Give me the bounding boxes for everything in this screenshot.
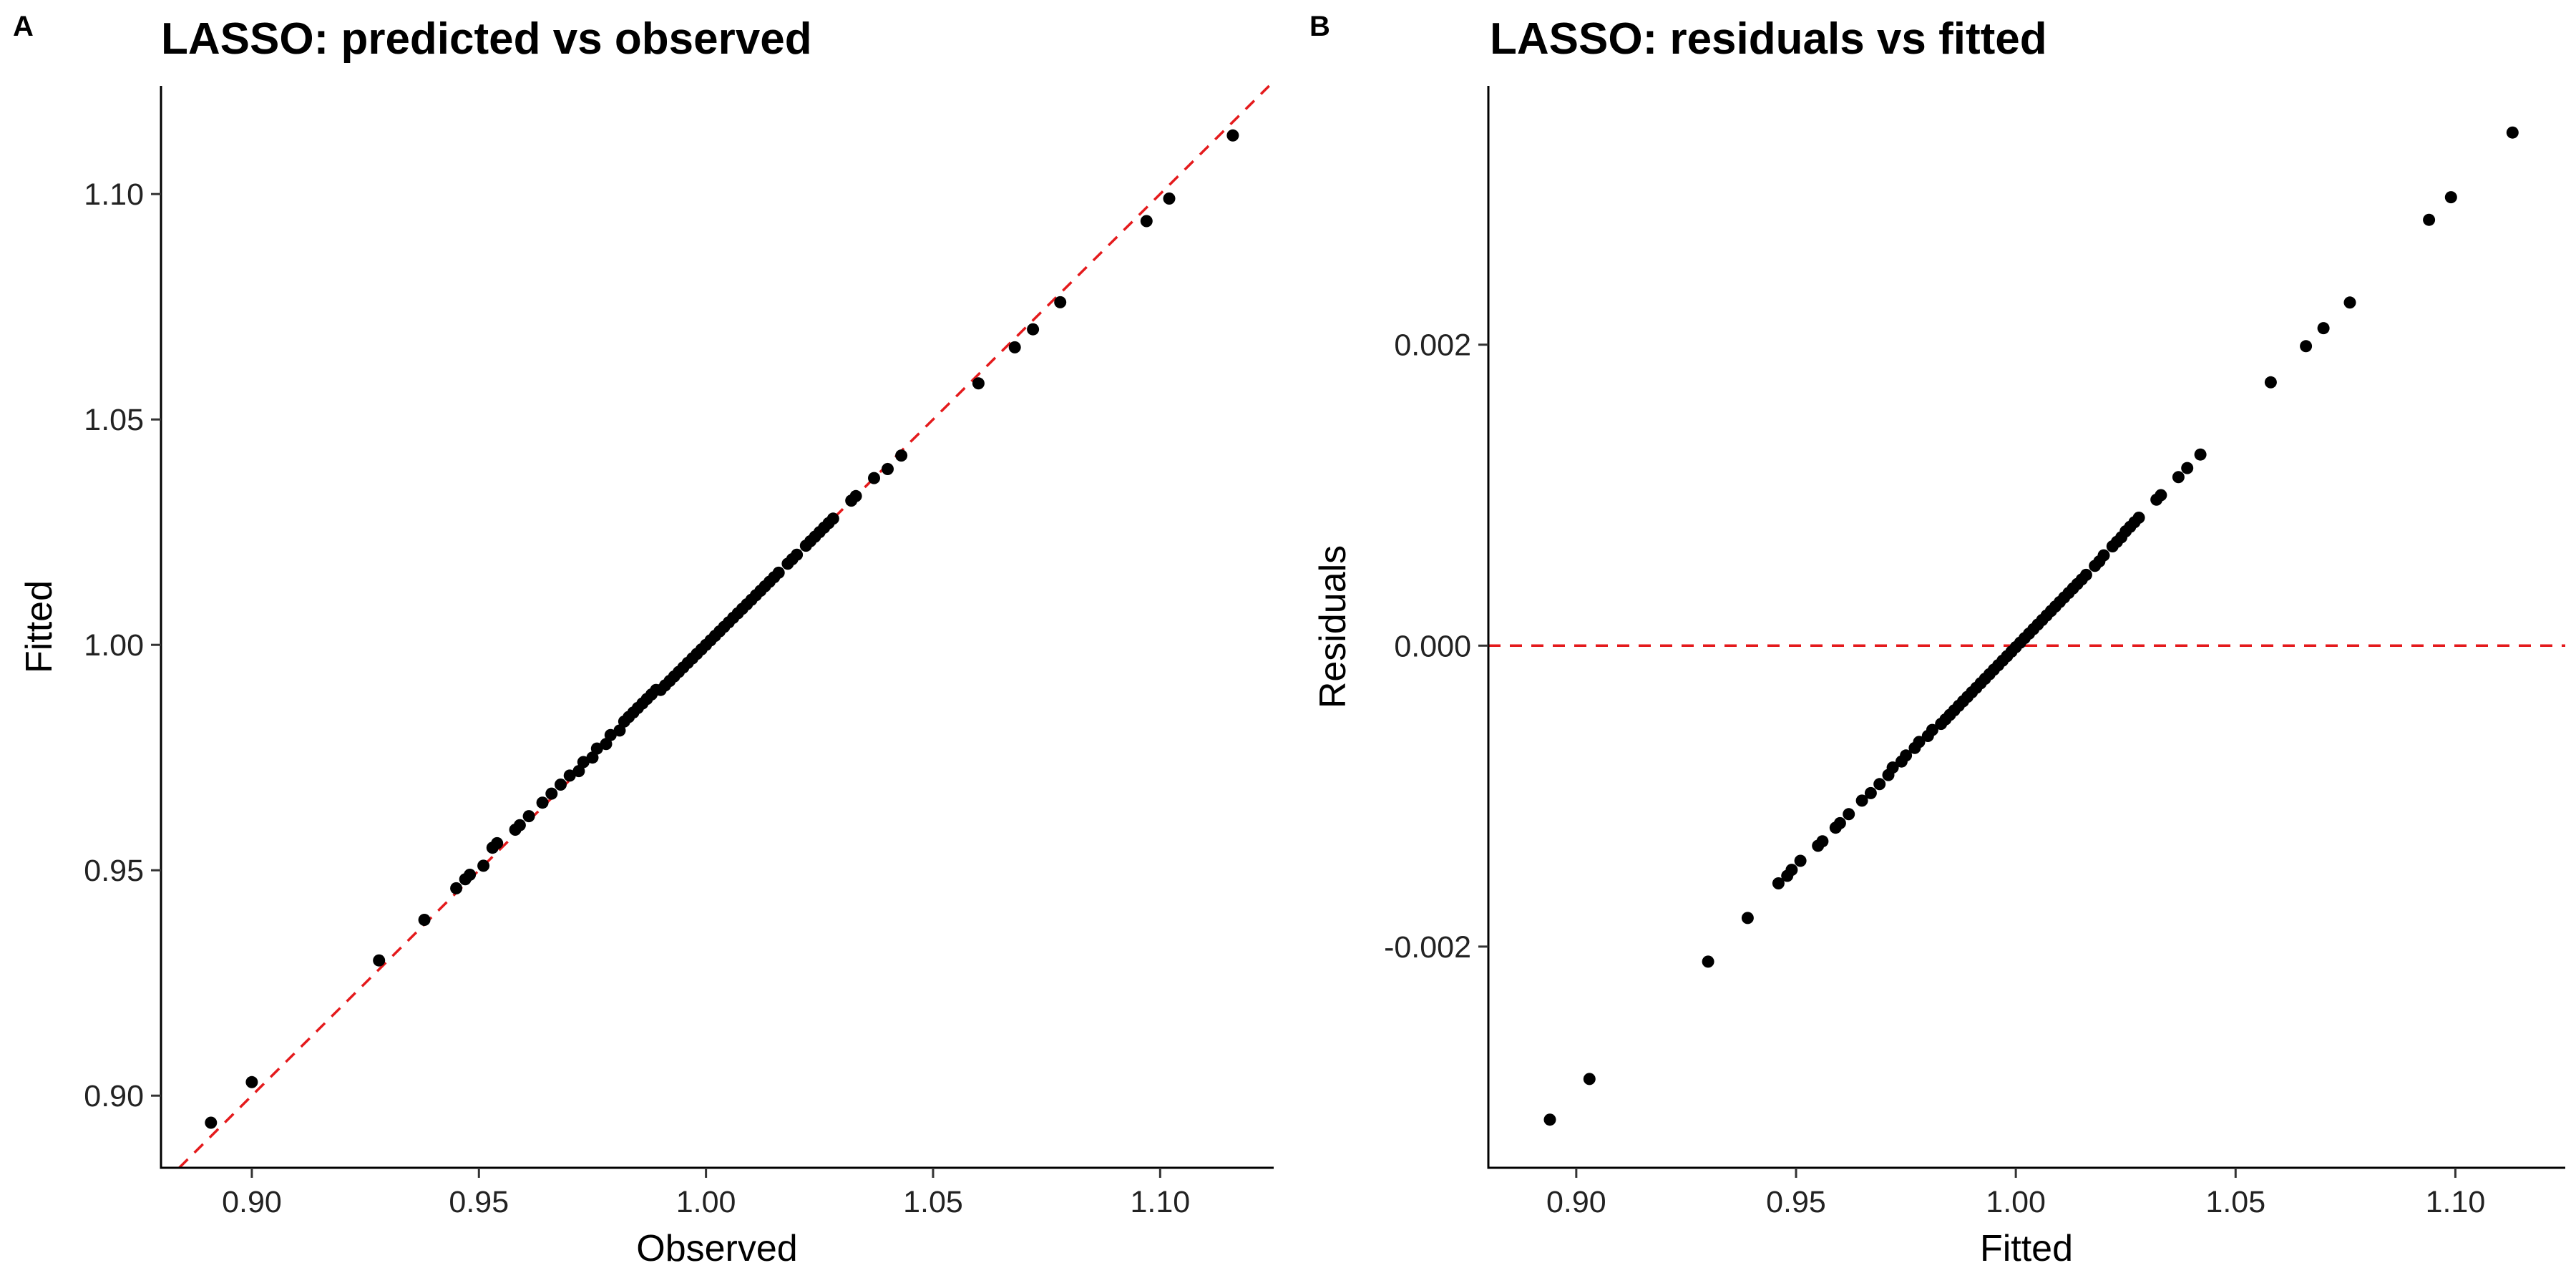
panel-b-data-point <box>2264 376 2277 389</box>
panel-a-data-point <box>450 882 463 894</box>
panel-b-y-tick-label: 0.000 <box>1394 629 1471 663</box>
panel-a-data-point <box>586 751 599 764</box>
panel-b-data-point <box>1741 912 1754 924</box>
panel-b-data-point <box>2155 489 2167 502</box>
panel-a-data-point <box>513 819 526 831</box>
panel-b-data-point <box>2317 322 2330 335</box>
panel-a-data-point <box>972 377 985 390</box>
panel-b-x-tick-label: 1.00 <box>1986 1185 2046 1219</box>
panel-a-axes <box>160 86 1274 1169</box>
panel-a-x-tick-label: 1.10 <box>1130 1185 1190 1219</box>
panel-a-y-tick-label: 1.10 <box>84 177 144 212</box>
panel-a-data-point <box>418 914 431 926</box>
panel-a-data-point <box>604 728 617 741</box>
panel-a-data-point <box>205 1116 218 1129</box>
panel-b-letter: B <box>1309 11 1330 42</box>
panel-b-x-tick-label: 0.95 <box>1766 1185 1826 1219</box>
panel-b-data-point <box>1913 736 1926 748</box>
panel-b-data-point <box>1873 778 1886 791</box>
panel-b-data-point <box>2343 296 2356 309</box>
panel-b-data-point <box>1926 723 1938 736</box>
panel-a-data-point <box>868 472 880 484</box>
panel-b-data-point <box>2079 568 2092 581</box>
panel-a-data-point <box>491 836 504 849</box>
panel-b-data-point <box>2506 126 2519 139</box>
panel-a-data-point <box>600 738 613 751</box>
panel-b-data-point <box>1833 816 1846 829</box>
panel-b-data-point <box>2172 471 2185 484</box>
panel-a-data-point <box>1226 129 1239 142</box>
panel-a-data-point <box>1027 323 1040 336</box>
panel-b-data-point <box>1843 808 1855 821</box>
panel-b-data-point <box>1816 835 1829 848</box>
panel-a-data-point <box>245 1075 258 1088</box>
panel-b-y-tick-label: -0.002 <box>1384 930 1471 965</box>
panel-a-data-point <box>555 779 567 791</box>
panel-a-lasso-predicted-vs-observed: A LASSO: predicted vs observed 0.90 0.95 1… <box>13 11 1274 1269</box>
panel-b-data-point <box>1900 749 1913 762</box>
panel-a-x-tick-label: 0.95 <box>449 1185 509 1219</box>
panel-b-x-axis-title: Fitted <box>1980 1228 2073 1269</box>
panel-b-data-point <box>2300 340 2313 353</box>
panel-a-y-tick-label: 1.05 <box>84 403 144 437</box>
panel-b-axes <box>1487 86 2565 1169</box>
panel-a-data-point <box>772 566 785 579</box>
panel-a-y-tick-label: 0.90 <box>84 1079 144 1113</box>
panel-a-data-point <box>1140 215 1153 228</box>
panel-a-data-point <box>545 787 558 800</box>
panel-b-data-point <box>2194 448 2207 461</box>
panel-a-data-point <box>522 810 535 823</box>
panel-b-data-point <box>1772 877 1785 889</box>
panel-a-y-axis-title: Fitted <box>19 580 60 673</box>
panel-a-x-tick-label: 1.00 <box>676 1185 736 1219</box>
panel-a-data-point <box>590 742 603 755</box>
panel-b-data-point <box>2181 462 2194 474</box>
panel-a-x-axis-title: Observed <box>636 1228 797 1269</box>
panel-b-x-tick-label: 1.10 <box>2426 1185 2486 1219</box>
panel-b-data-point <box>2097 549 2110 562</box>
panel-b-x-tick-label: 0.90 <box>1546 1185 1606 1219</box>
panel-b-data-point <box>1855 794 1868 807</box>
panel-a-data-point <box>464 869 477 881</box>
panel-a-letter: A <box>13 11 34 42</box>
panel-b-data-point <box>1702 955 1714 968</box>
panel-b-data-point <box>2423 213 2436 226</box>
panel-a-x-tick-label: 0.90 <box>222 1185 282 1219</box>
panel-b-data-point <box>1864 786 1877 799</box>
panel-a-data-point <box>1008 341 1021 353</box>
panel-a-data-point <box>572 765 585 778</box>
panel-a-title: LASSO: predicted vs observed <box>161 14 812 64</box>
panel-b-data-point <box>1794 854 1807 867</box>
panel-a-data-point <box>536 796 549 809</box>
panel-a-data-point <box>882 463 894 475</box>
panel-a-data-point <box>849 489 862 502</box>
panel-b-y-axis-title: Residuals <box>1312 545 1354 708</box>
panel-a-data-point <box>477 859 490 872</box>
panel-a-data-point <box>895 449 908 462</box>
panel-a-data-point <box>1163 192 1176 205</box>
panel-a-data-point <box>613 724 626 737</box>
panel-a-data-point <box>577 756 590 769</box>
panel-b-lasso-residuals-vs-fitted: B LASSO: residuals vs fitted 0.90 0.95 1.0… <box>1309 11 2565 1269</box>
panel-b-data-point <box>2132 512 2145 524</box>
panel-b-data-point <box>1785 864 1798 877</box>
panel-a-data-point <box>563 769 576 782</box>
panel-b-data-point <box>1543 1113 1556 1126</box>
panel-a-y-tick-label: 1.00 <box>84 628 144 663</box>
panel-b-data-point <box>1583 1073 1596 1085</box>
panel-a-x-tick-label: 1.05 <box>903 1185 963 1219</box>
panel-b-y-tick-label: 0.002 <box>1394 328 1471 363</box>
panel-b-data-point <box>2444 191 2457 204</box>
panel-b-data-point <box>1886 761 1899 774</box>
panel-a-data-point <box>791 548 804 561</box>
panel-a-data-point <box>1054 296 1067 308</box>
panel-b-title: LASSO: residuals vs fitted <box>1490 14 2047 64</box>
panel-a-data-point <box>826 512 839 525</box>
panel-a-data-point <box>373 954 386 967</box>
panel-b-x-tick-label: 1.05 <box>2205 1185 2265 1219</box>
panel-a-y-tick-label: 0.95 <box>84 854 144 888</box>
